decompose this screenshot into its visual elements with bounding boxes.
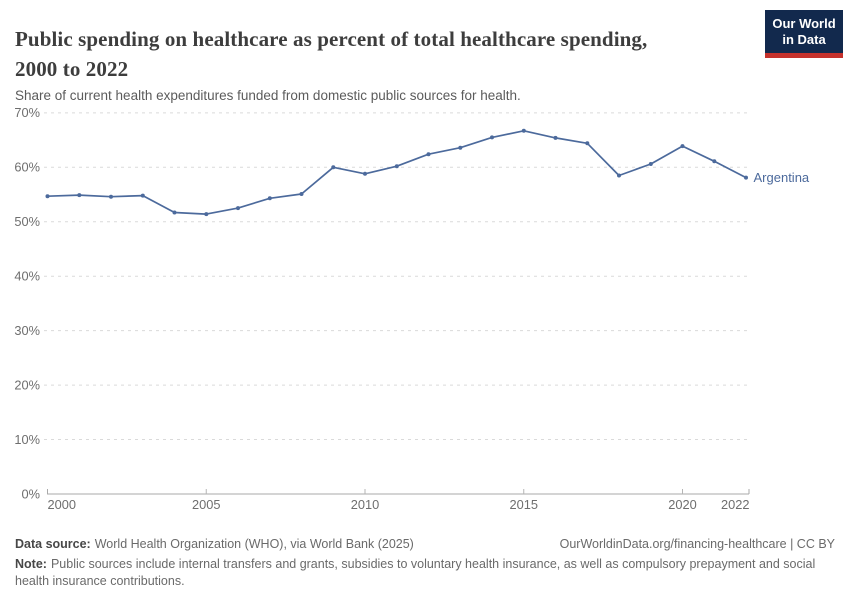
data-point xyxy=(109,194,113,199)
owid-logo: Our World in Data xyxy=(765,10,843,58)
svg-text:30%: 30% xyxy=(14,323,40,338)
svg-text:2010: 2010 xyxy=(351,497,379,512)
svg-text:2015: 2015 xyxy=(510,497,538,512)
entity-label: Argentina xyxy=(754,170,810,185)
data-point xyxy=(331,165,336,170)
chart-canvas: 0%10%20%30%40%50%60%70%2000 2005 2010 2015 2… xyxy=(14,105,810,512)
owid-logo-red-bar xyxy=(765,53,843,58)
data-point xyxy=(680,144,685,149)
footer: Data source: World Health Organization (W… xyxy=(15,536,835,552)
data-point xyxy=(267,196,272,201)
data-point xyxy=(648,162,653,166)
data-point xyxy=(617,173,621,178)
svg-text:50%: 50% xyxy=(14,214,40,229)
data-point xyxy=(744,175,748,180)
data-point xyxy=(426,152,431,157)
series-line xyxy=(46,129,747,215)
data-point xyxy=(490,135,494,140)
data-point xyxy=(204,212,209,217)
page-title: Public spending on healthcare as percent… xyxy=(15,27,648,82)
owid-logo-line2: in Data xyxy=(782,32,826,47)
data-point xyxy=(585,141,590,146)
data-point xyxy=(553,135,558,140)
footer-note: Note: Public sources include internal tra… xyxy=(15,556,820,589)
data-point xyxy=(45,194,50,199)
svg-text:20%: 20% xyxy=(14,377,40,392)
note-label: Note: xyxy=(15,557,47,571)
svg-text:2000: 2000 xyxy=(48,497,76,512)
svg-text:2022: 2022 xyxy=(721,497,749,512)
x-axis: 2000 2005 2010 2015 2020 2022 xyxy=(47,489,750,512)
data-point xyxy=(394,164,399,169)
gridlines: 0% 10% 20% 30% 40% 50% 60% 70% xyxy=(14,105,748,501)
data-point xyxy=(299,192,304,196)
svg-text:2020: 2020 xyxy=(668,497,696,512)
data-source-label: Data source: xyxy=(15,537,91,551)
svg-text:60%: 60% xyxy=(14,160,40,175)
data-source-text: World Health Organization (WHO), via Wor… xyxy=(94,537,414,551)
data-source: Data source: World Health Organization (W… xyxy=(15,536,414,552)
svg-text:70%: 70% xyxy=(14,105,40,120)
data-point xyxy=(712,159,717,164)
data-point xyxy=(363,171,367,176)
note-text: Public sources include internal transfer… xyxy=(15,557,816,588)
owid-logo-line1: Our World xyxy=(772,16,836,31)
owid-logo-box: Our World in Data xyxy=(765,10,843,53)
svg-text:0%: 0% xyxy=(22,486,41,501)
data-point xyxy=(458,145,463,150)
data-point xyxy=(172,210,177,215)
data-point xyxy=(77,193,82,198)
svg-text:40%: 40% xyxy=(14,269,40,284)
svg-text:10%: 10% xyxy=(14,432,40,447)
data-point xyxy=(236,206,240,211)
data-point xyxy=(521,128,526,133)
series-argentina: Argentina xyxy=(45,128,810,217)
svg-text:2005: 2005 xyxy=(192,497,220,512)
chart-subtitle: Share of current health expenditures fun… xyxy=(15,87,521,103)
footer-link[interactable]: OurWorldinData.org/financing-healthcare … xyxy=(559,537,835,551)
data-point xyxy=(140,193,145,198)
